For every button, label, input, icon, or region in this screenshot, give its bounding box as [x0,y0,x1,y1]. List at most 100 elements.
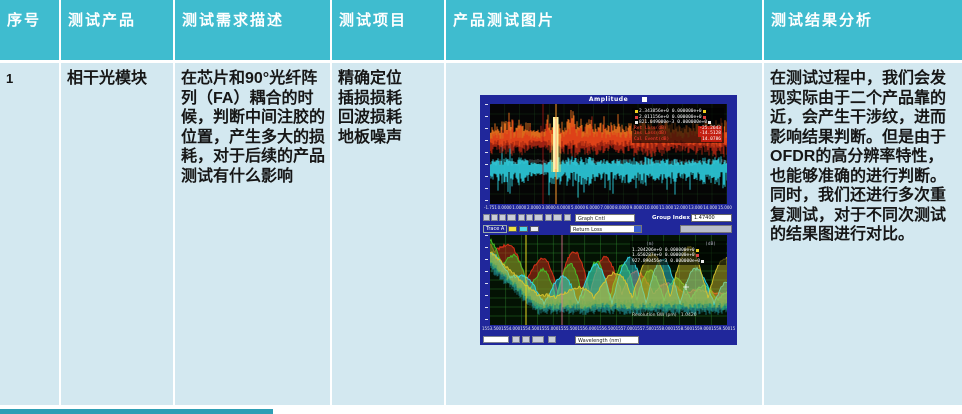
toolbar-button [518,214,525,221]
axis-tick-label: 6.0000 [585,205,600,210]
axis-tick-label: 1560.000 [730,326,735,331]
wavelength-dropdown: Wavelength (nm) [575,336,639,344]
cell-row-index[interactable]: 1 [0,63,59,405]
graph-ctl-dropdown: Graph Cntl [575,214,635,222]
graph-toolbar: Graph Cntl Group Index 1.47400 [480,213,737,224]
resolution-bw-text: Resolution BW (pm) 1.0420 [632,313,697,318]
loss-readout-row: Ins Loss(dB) -14.5128 [634,131,722,137]
axis-tick-label: 15.000 [717,205,732,210]
trace-cyan-swatch [519,226,528,232]
toolbar-button [545,214,552,221]
readout-row: 2.343856e+0 0.000000e+0 [634,109,722,115]
axis-tick-label: 2.0000 [526,205,541,210]
toolbar-button [483,336,509,343]
product-name: 相干光模块 [67,70,148,87]
readout-row: 927.890456e-3 0.000000e+0 [632,259,724,265]
header-label: 产品测试图片 [453,12,556,29]
test-item: 插损损耗 [338,89,403,107]
axis-tick-label: 14.000 [703,205,718,210]
wavelength-toolbar: Wavelength (nm) [480,335,737,345]
trace-a-label: Trace A [483,225,508,233]
top-readout-panel: 2.343856e+0 0.000000e+0 2.011156e+0 0.00000… [632,108,724,143]
header-label: 测试项目 [339,12,408,29]
test-item: 地板噪声 [338,128,403,146]
trace-white-swatch [530,226,539,232]
toolbar-button [534,214,543,221]
readout-row: 821.049000e-3 0.000000e+0 [634,120,722,126]
toolbar-button [564,214,571,221]
toolbar-button [548,336,556,343]
axis-tick-label: 1555.500 [558,326,578,331]
dropdown-arrow-icon [634,226,641,232]
trace-yellow-swatch [508,226,517,232]
header-cell-image[interactable]: 产品测试图片 [446,0,762,60]
analysis-text: 在测试过程中，我们会发现实际由于二个产品靠的近，会产生干涉纹，进而影响结果判断。… [770,70,947,243]
title-indicator-box [642,97,647,102]
axis-tick-label: 3.0000 [541,205,556,210]
axis-tick-label: 7.0000 [600,205,615,210]
test-item: 精确定位 [338,70,403,87]
loss-readout-row: Cal Event(dB) 14.0786 [634,136,722,142]
axis-tick-label: 0.0000 [497,205,512,210]
axis-tick-label: 11.000 [659,205,674,210]
axis-tick-label: 8.0000 [615,205,630,210]
group-index-value: 1.47400 [691,214,732,222]
top-plot-xlabels: -1.751 0.0000 1.0000 2.0000 3.0000 4.0000 5.00… [484,205,732,211]
readout-row: 1.204206e+0 0.000000e+0 [632,248,724,254]
cell-test-items[interactable]: 精确定位插损损耗回波损耗地板噪声 [332,63,444,405]
cell-analysis[interactable]: 在测试过程中，我们会发现实际由于二个产品靠的近，会产生干涉纹，进而影响结果判断。… [764,63,962,405]
axis-tick-label: 1558.000 [653,326,673,331]
header-label: 测试产品 [68,12,137,29]
toolbar-button [532,336,544,343]
axis-tick-label: 1558.500 [672,326,693,331]
toolbar-button [483,214,490,221]
header-label: 序号 [7,12,42,29]
top-plot-yticks [485,104,488,204]
requirement-text: 在芯片和90°光纤阵列（FA）耦合的时候，判断中间注胶的位置，产生多大的损耗，对… [181,70,326,185]
measure-mode-dropdown [680,225,732,233]
toolbar-button [522,336,530,343]
readout-row: 1.650287e+0 0.000000e+0 [632,253,724,259]
axis-tick-label: 1.0000 [512,205,527,210]
header-cell-requirement[interactable]: 测试需求描述 [175,0,330,60]
table-bottom-border [0,409,273,414]
toolbar-button [507,214,516,221]
axis-tick-label: 12.000 [673,205,688,210]
header-label: 测试结果分析 [771,12,874,29]
row-index: 1 [6,71,14,86]
amplitude-dropdown: Amplitude [588,96,629,103]
return-loss-dropdown: Return Loss [570,225,642,233]
group-index-label: Group Index [652,215,690,221]
toolbar-button [491,214,498,221]
axis-tick-label: 13.000 [688,205,703,210]
cell-product[interactable]: 相干光模块 [61,63,173,405]
test-item: 回波损耗 [338,109,403,126]
header-cell-items[interactable]: 测试项目 [332,0,444,60]
readout-row: 2.011156e+0 0.000000e+0 [634,115,722,121]
loss-readout-row: Ret Loss(dB) -25.2643 [634,125,722,131]
axis-tick-label: 4.0000 [556,205,571,210]
axis-tick-label: 1559.500 [711,326,731,331]
axis-tick-label: 5.0000 [571,205,586,210]
cell-requirement[interactable]: 在芯片和90°光纤阵列（FA）耦合的时候，判断中间注胶的位置，产生多大的损耗，对… [175,63,330,405]
axis-tick-label: 1556.500 [596,326,616,331]
product-test-image: Amplitude 2.343856e+0 0.000000e+0 2.011156… [480,95,737,345]
header-cell-analysis[interactable]: 测试结果分析 [764,0,962,60]
axis-tick-label: 1555.000 [539,326,559,331]
bottom-readout-panel: (m) (dB) 1.204206e+0 0.000000e+0 1.650287e+0… [630,241,726,265]
axis-tick-label: 1557.500 [634,326,654,331]
readout-headers: (m) (dB) [646,242,716,247]
axis-tick-label: -1.751 [484,205,497,210]
axis-tick-label: 1559.000 [692,326,712,331]
bottom-plot-yticks [485,235,488,325]
toolbar-button [553,214,562,221]
toolbar-button [512,336,520,343]
header-cell-index[interactable]: 序号 [0,0,59,60]
axis-tick-label: 10.000 [644,205,659,210]
axis-tick-label: 9.0000 [629,205,644,210]
axis-tick-label: 1556.000 [577,326,597,331]
toolbar-button [499,214,506,221]
header-cell-product[interactable]: 测试产品 [61,0,173,60]
axis-tick-label: 1554.000 [501,326,521,331]
